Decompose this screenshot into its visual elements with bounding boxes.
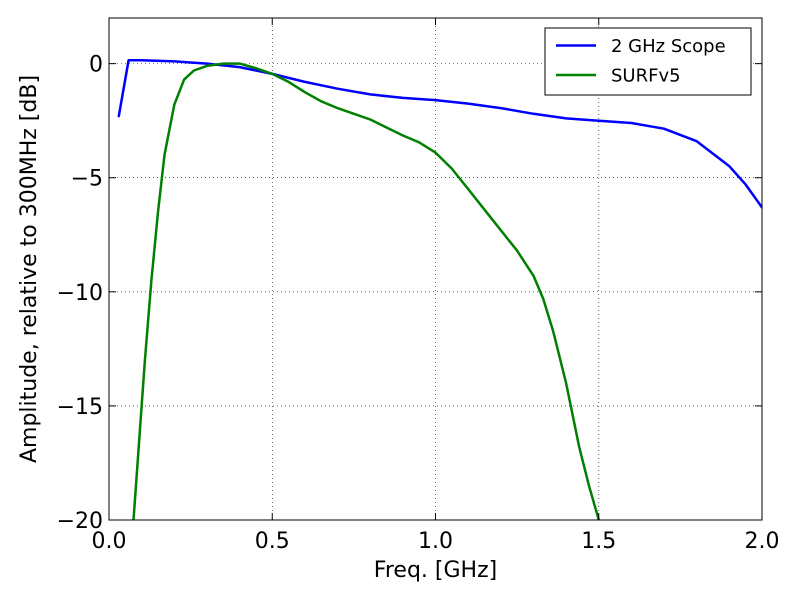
ticks	[108, 18, 763, 521]
x-tick-label: 2.0	[745, 529, 780, 554]
x-tick-label: 0.0	[92, 529, 127, 554]
series-line-2-ghz-scope	[117, 58, 762, 209]
legend-box	[544, 27, 752, 96]
legend-label-2ghz-scope: 2 GHz Scope	[611, 36, 726, 57]
y-tick-label: 0	[89, 53, 103, 78]
legend-label-surfv5: SURFv5	[611, 66, 681, 87]
y-tick-label: −5	[71, 167, 103, 192]
x-tick-label: 1.0	[418, 529, 453, 554]
series-layer	[117, 58, 762, 520]
y-axis-label: Amplitude, relative to 300MHz [dB]	[17, 75, 42, 463]
tick-labels: 0.0 0.5 1.0 1.5 2.0 −20 −15 −10 −5 0	[57, 53, 780, 554]
legend: 2 GHz Scope SURFv5	[544, 27, 752, 96]
y-tick-label: −15	[57, 395, 103, 420]
x-axis-label: Freq. [GHz]	[374, 558, 497, 583]
x-tick-label: 1.5	[581, 529, 616, 554]
y-tick-label: −10	[57, 281, 103, 306]
y-tick-label: −20	[57, 509, 103, 534]
x-tick-label: 0.5	[255, 529, 290, 554]
series-line-surfv5	[132, 62, 601, 520]
